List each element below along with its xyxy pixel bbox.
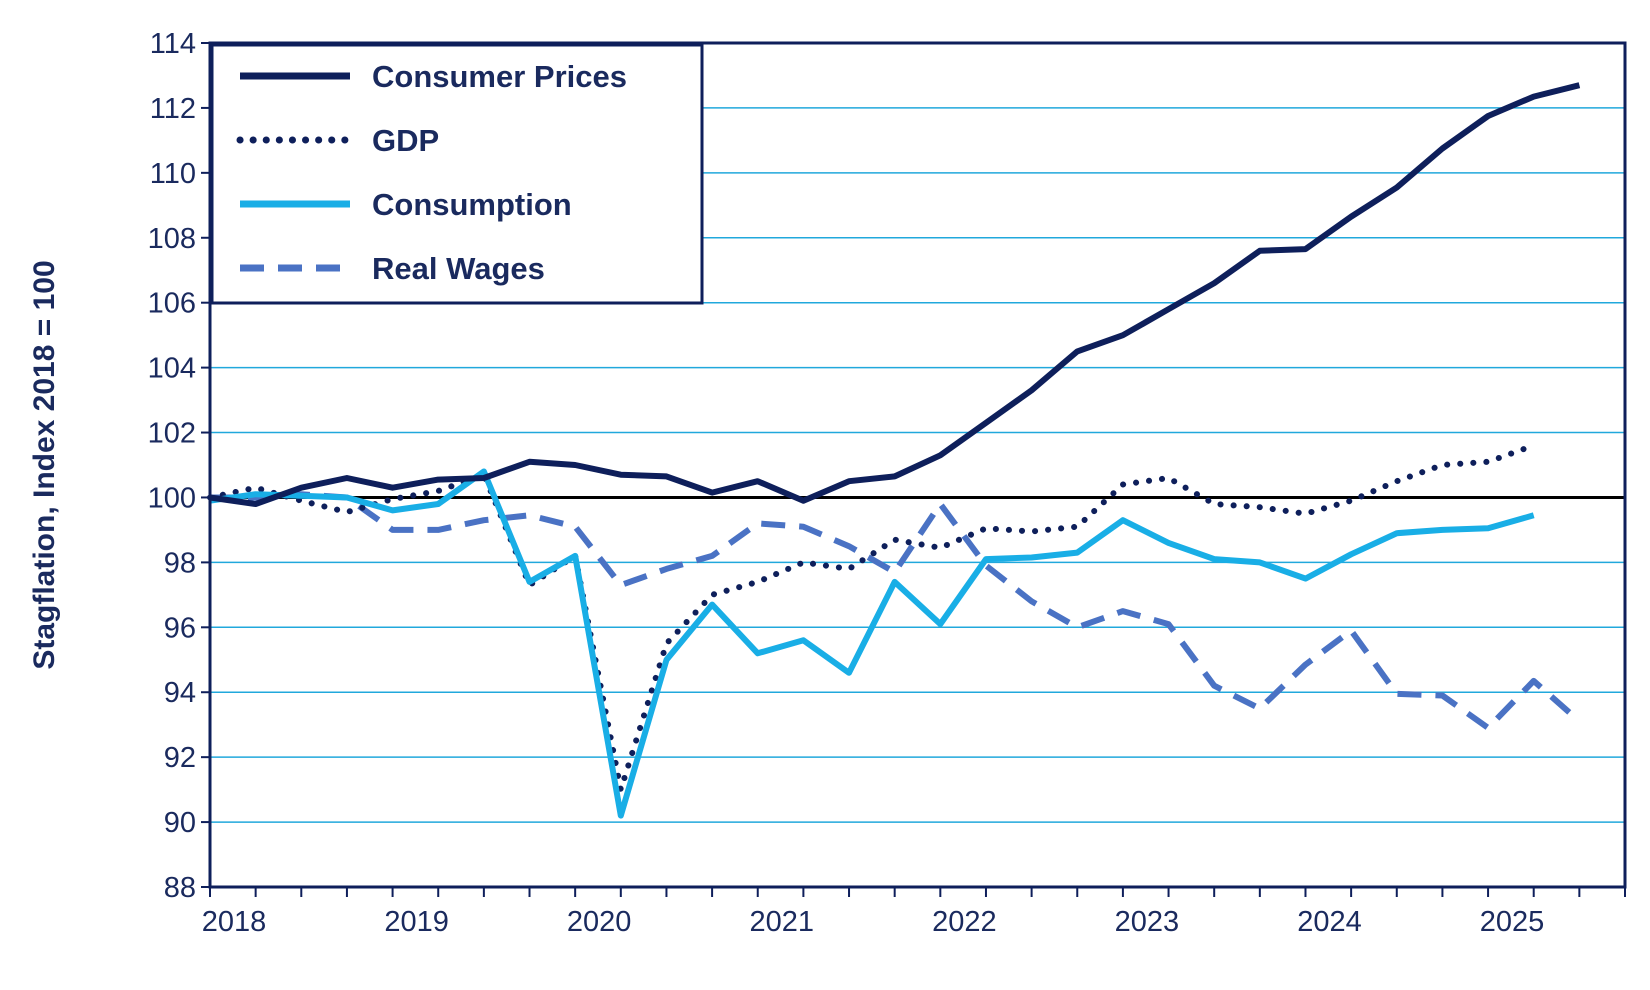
y-tick-label: 110 <box>150 158 196 190</box>
legend-label: GDP <box>372 123 439 158</box>
x-tick-label: 2018 <box>202 906 267 938</box>
y-tick-label: 112 <box>150 93 196 125</box>
legend-label: Consumer Prices <box>372 59 627 94</box>
x-tick-label: 2021 <box>749 906 814 938</box>
series-line-consumption <box>209 468 1535 819</box>
y-axis-tick-labels: 88 90 92 94 96 98 100 102 104 106 108 110 112 114 <box>148 28 196 904</box>
legend-label: Real Wages <box>372 251 545 286</box>
x-tick-label: 2024 <box>1297 906 1362 938</box>
x-axis-ticks <box>209 887 1626 897</box>
series-line-consumer-prices <box>209 82 1581 507</box>
series-lines <box>207 82 1582 819</box>
y-tick-label: 104 <box>148 353 196 385</box>
y-tick-label: 96 <box>164 612 196 644</box>
x-axis-tick-labels: 2018 2019 2020 2021 2022 2023 2024 2025 <box>202 906 1545 938</box>
y-tick-label: 114 <box>150 28 196 60</box>
legend-box <box>210 43 704 305</box>
x-tick-label: 2023 <box>1115 906 1180 938</box>
legend: Consumer Prices GDP Consumption Real Wages <box>210 43 704 305</box>
series-line-real-wages <box>210 491 1582 731</box>
y-tick-label: 88 <box>164 872 196 904</box>
x-tick-label: 2019 <box>384 906 449 938</box>
plot-frame <box>208 41 1627 889</box>
series-line-gdp <box>207 442 1537 793</box>
legend-label: Consumption <box>372 187 572 222</box>
y-tick-label: 92 <box>164 742 196 774</box>
y-tick-label: 98 <box>164 547 196 579</box>
y-tick-label: 94 <box>164 677 196 709</box>
y-axis-label: Stagflation, Index 2018 = 100 <box>28 260 61 669</box>
y-tick-label: 108 <box>148 223 196 255</box>
x-tick-label: 2022 <box>932 906 997 938</box>
x-tick-label: 2025 <box>1480 906 1545 938</box>
y-tick-label: 100 <box>148 482 196 514</box>
x-tick-label: 2020 <box>567 906 632 938</box>
y-tick-label: 106 <box>148 288 196 320</box>
y-tick-label: 90 <box>164 807 196 839</box>
y-tick-label: 102 <box>148 418 196 450</box>
